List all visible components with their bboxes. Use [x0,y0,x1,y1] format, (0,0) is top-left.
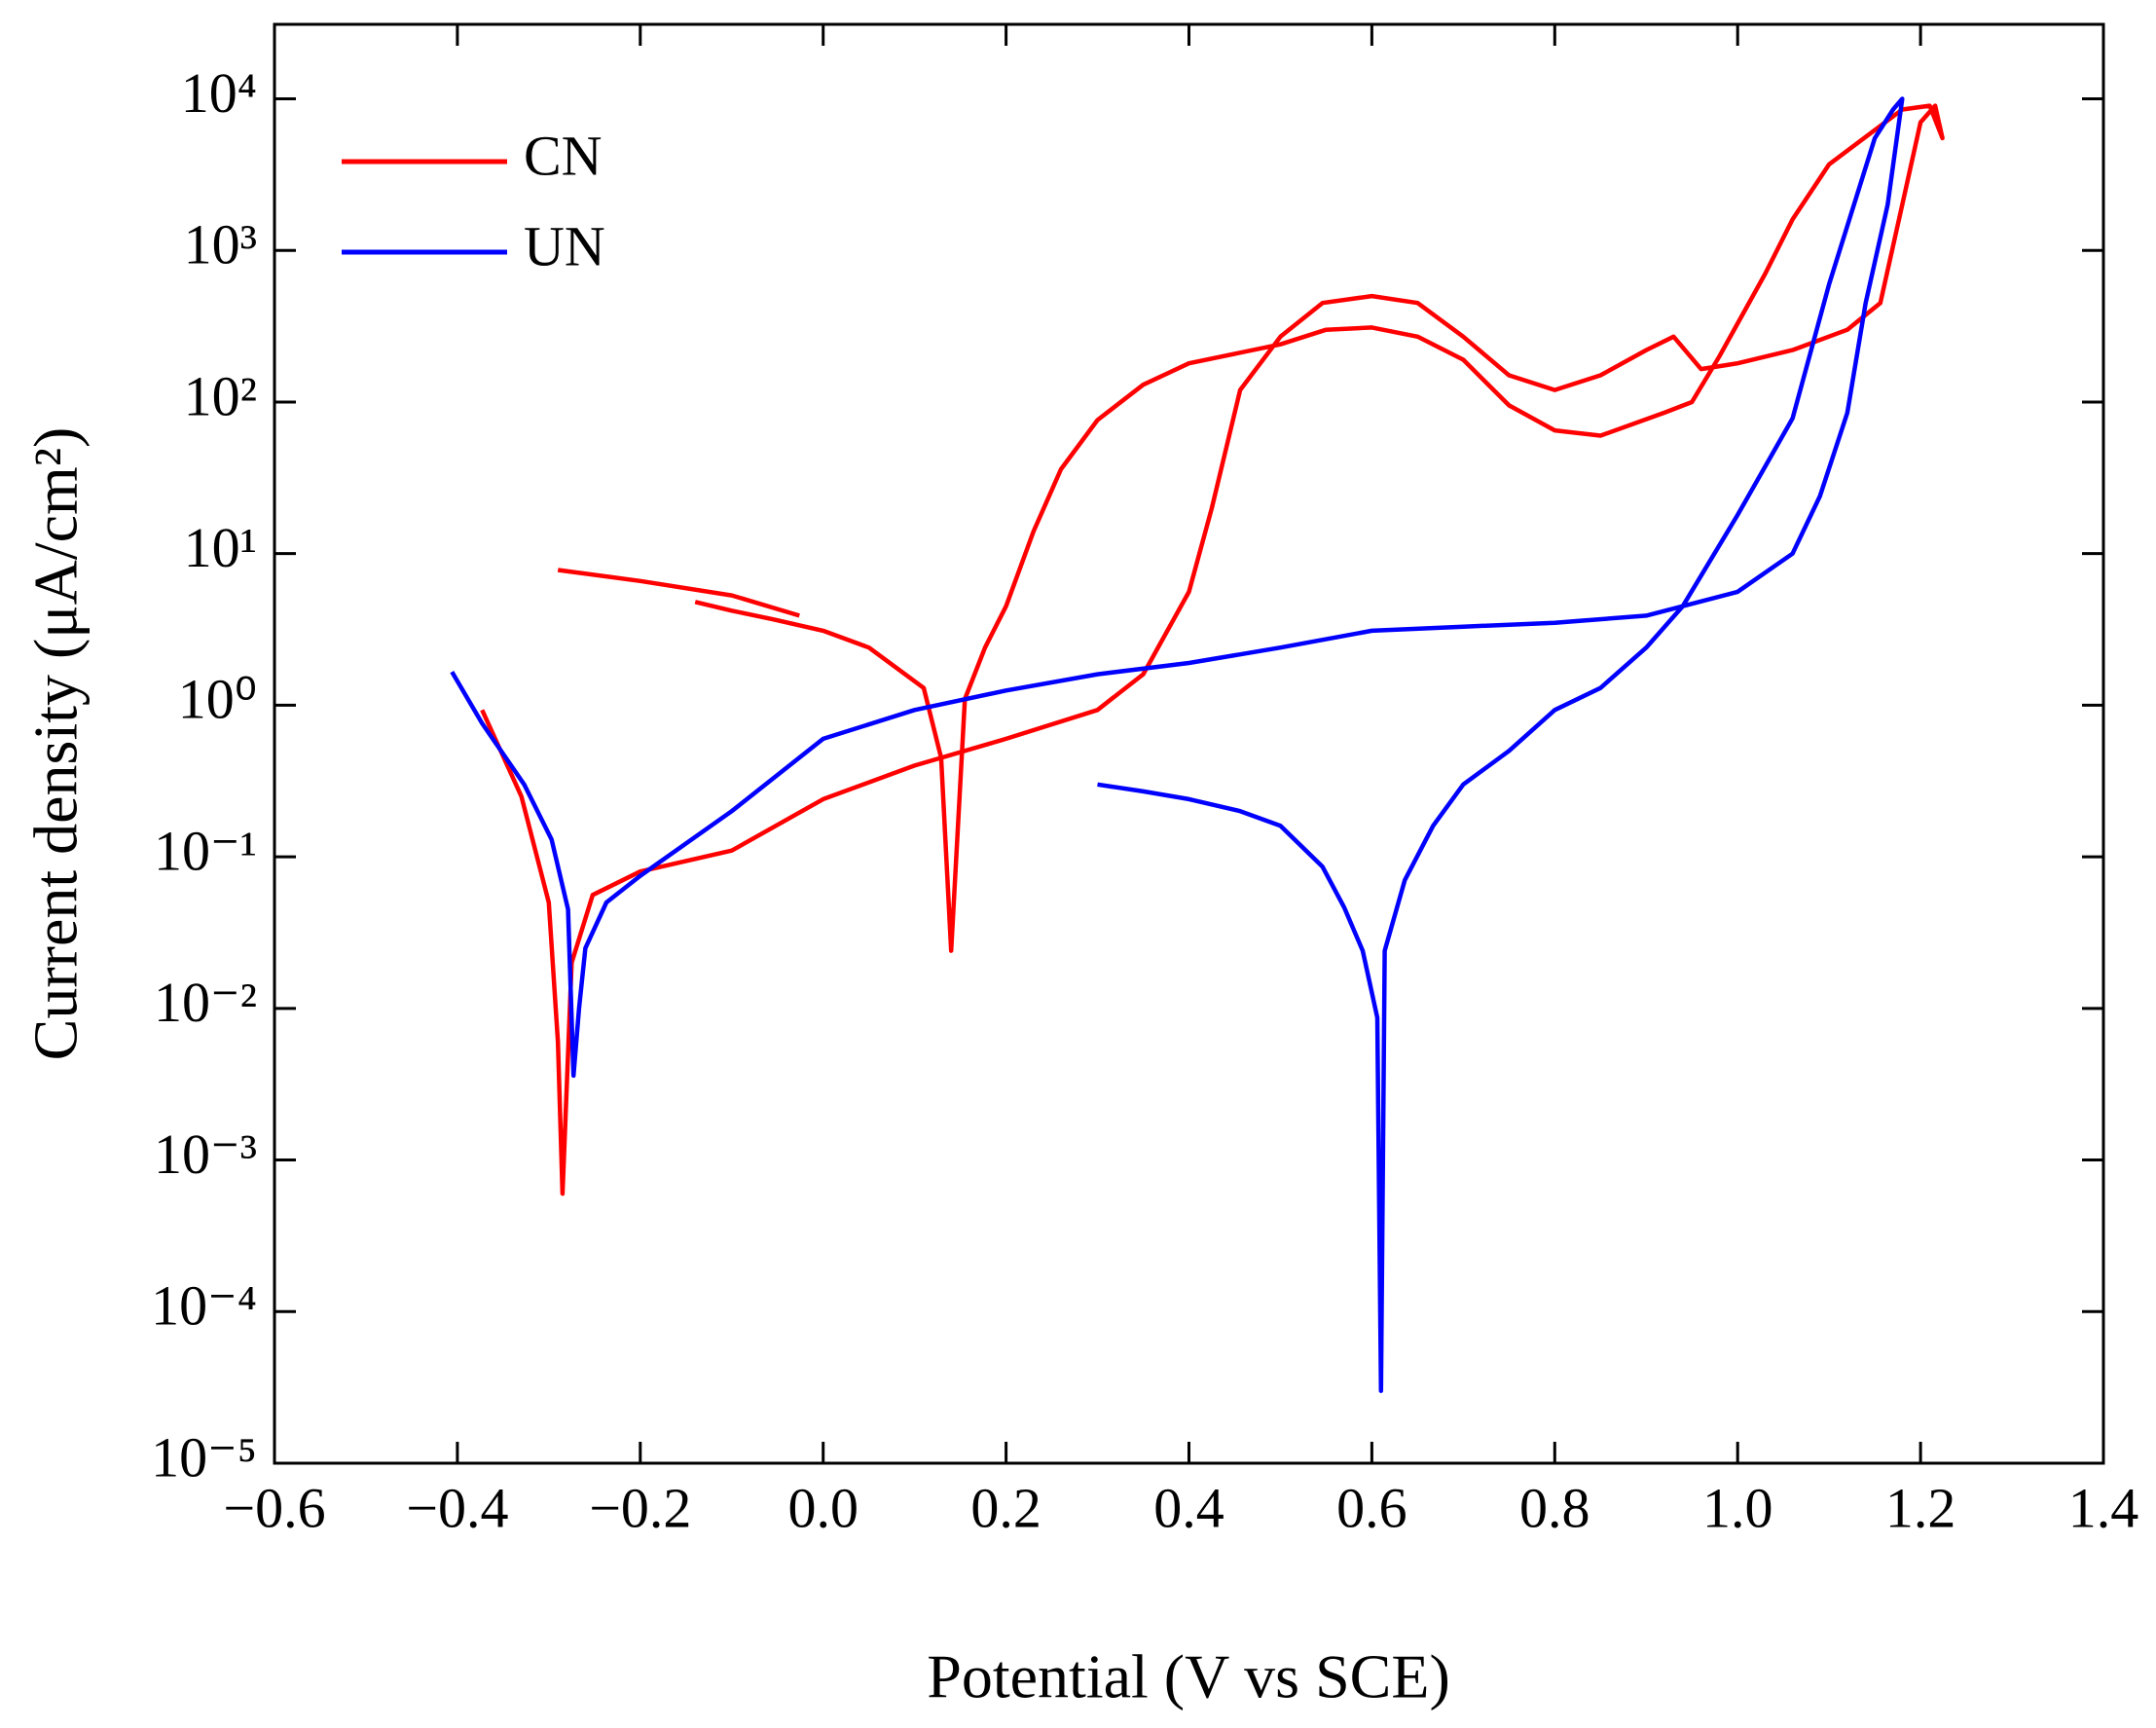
y-tick-label: 10¹ [184,516,257,579]
x-axis-title: Potential (V vs SCE) [927,1642,1450,1711]
y-tick-label: 10³ [184,213,257,276]
y-tick-label: 10⁴ [181,61,257,125]
legend-label: UN [524,214,605,277]
x-tick-label: 1.4 [2068,1476,2139,1539]
y-tick-label: 10⁰ [178,668,257,731]
x-tick-label: −0.6 [223,1476,325,1539]
x-tick-label: 0.6 [1336,1476,1407,1539]
x-tick-label: 1.0 [1702,1476,1773,1539]
x-tick-label: −0.4 [406,1476,508,1539]
y-tick-label: 10⁻¹ [154,819,257,882]
y-tick-label: 10⁻³ [154,1122,257,1186]
x-tick-label: 1.2 [1885,1476,1956,1539]
x-tick-label: 0.4 [1153,1476,1224,1539]
legend-label: CN [524,124,603,187]
x-tick-label: 0.2 [970,1476,1041,1539]
y-tick-label: 10² [184,364,257,427]
x-tick-label: 0.0 [787,1476,859,1539]
y-tick-label: 10⁻⁵ [151,1425,257,1489]
series-line [480,103,1945,1196]
y-axis-title: Current density (μA/cm²) [21,427,91,1061]
series-line [450,96,1905,1393]
y-tick-label: 10⁻² [154,971,257,1034]
y-tick-label: 10⁻⁴ [151,1274,257,1338]
x-tick-label: −0.2 [589,1476,691,1539]
x-tick-label: 0.8 [1519,1476,1590,1539]
